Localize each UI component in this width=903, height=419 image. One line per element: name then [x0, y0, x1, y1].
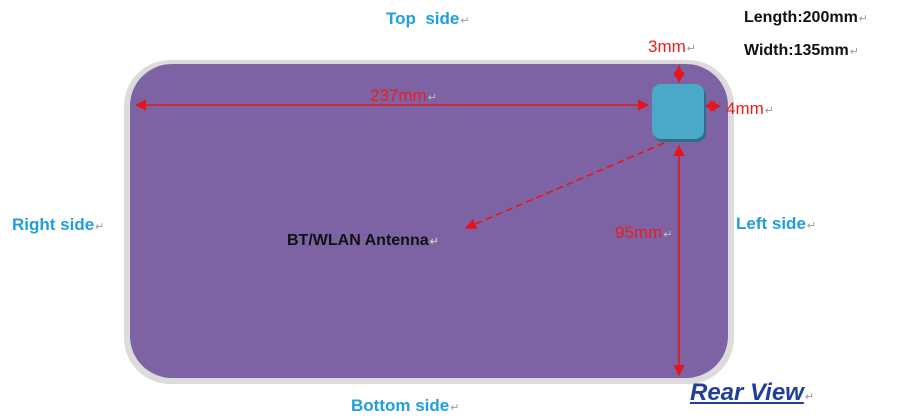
vertical-dimension-label: 95mm↵ — [615, 223, 673, 242]
horizontal-dimension-label: 237mm↵ — [370, 86, 437, 105]
right-side-label: Right side↵ — [12, 215, 105, 234]
bottom-side-label: Bottom side↵ — [351, 396, 460, 415]
top-side-label: Top side↵ — [386, 9, 470, 28]
antenna-module — [652, 84, 704, 139]
left-side-label: Left side↵ — [736, 214, 817, 233]
top-gap-dimension-label: 3mm↵ — [648, 37, 696, 56]
right-gap-dimension-label: 4mm↵ — [726, 99, 774, 118]
antenna-label: BT/WLAN Antenna↵ — [287, 232, 439, 249]
antenna-pointer-line — [464, 142, 665, 230]
device-body — [130, 64, 728, 378]
width-spec: Width:135mm↵ — [744, 42, 859, 59]
length-spec: Length:200mm↵ — [744, 9, 869, 26]
rear-view-title: Rear View↵ — [690, 379, 815, 406]
